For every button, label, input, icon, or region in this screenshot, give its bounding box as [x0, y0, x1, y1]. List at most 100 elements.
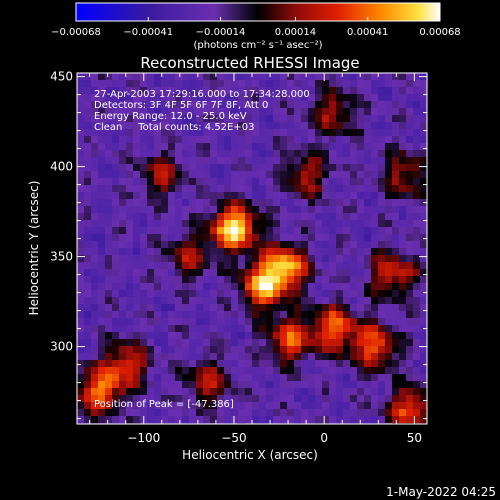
- heatmap-cell: [105, 234, 113, 242]
- heatmap-cell: [161, 248, 169, 256]
- heatmap-cell: [287, 185, 295, 193]
- heatmap-cell: [322, 122, 330, 130]
- heatmap-cell: [406, 87, 414, 95]
- heatmap-cell: [175, 262, 183, 270]
- heatmap-cell: [280, 241, 288, 249]
- heatmap-cell: [133, 416, 141, 424]
- heatmap-cell: [392, 164, 400, 172]
- heatmap-cell: [224, 297, 232, 305]
- heatmap-cell: [308, 115, 316, 123]
- heatmap-cell: [189, 325, 197, 333]
- heatmap-cell: [392, 346, 400, 354]
- heatmap-cell: [182, 332, 190, 340]
- heatmap-cell: [343, 80, 351, 88]
- heatmap-cell: [133, 255, 141, 263]
- heatmap-cell: [420, 395, 427, 403]
- heatmap-cell: [189, 360, 197, 368]
- heatmap-cell: [413, 73, 421, 81]
- heatmap-cell: [350, 150, 358, 158]
- heatmap-cell: [126, 248, 134, 256]
- heatmap-cell: [77, 108, 85, 116]
- heatmap-cell: [77, 416, 85, 424]
- heatmap-cell: [196, 171, 204, 179]
- heatmap-cell: [287, 220, 295, 228]
- heatmap-cell: [140, 164, 148, 172]
- heatmap-cell: [231, 297, 239, 305]
- heatmap-cell: [189, 304, 197, 312]
- heatmap-cell: [266, 101, 274, 109]
- heatmap-cell: [245, 73, 253, 81]
- heatmap-cell: [224, 108, 232, 116]
- heatmap-cell: [413, 381, 421, 389]
- heatmap-cell: [336, 318, 344, 326]
- heatmap-cell: [406, 367, 414, 375]
- heatmap-cell: [238, 136, 246, 144]
- heatmap-cell: [308, 381, 316, 389]
- heatmap-cell: [231, 192, 239, 200]
- heatmap-cell: [343, 269, 351, 277]
- heatmap-cell: [210, 360, 218, 368]
- heatmap-cell: [315, 241, 323, 249]
- heatmap-cell: [224, 360, 232, 368]
- heatmap-cell: [301, 164, 309, 172]
- heatmap-cell: [350, 234, 358, 242]
- heatmap-cell: [294, 402, 302, 410]
- heatmap-cell: [245, 220, 253, 228]
- heatmap-cell: [196, 367, 204, 375]
- heatmap-cell: [203, 220, 211, 228]
- heatmap-cell: [210, 185, 218, 193]
- heatmap-cell: [252, 318, 260, 326]
- heatmap-cell: [161, 262, 169, 270]
- heatmap-cell: [259, 136, 267, 144]
- heatmap-cell: [154, 171, 162, 179]
- heatmap-cell: [91, 255, 99, 263]
- heatmap-cell: [266, 206, 274, 214]
- heatmap-cell: [147, 192, 155, 200]
- heatmap-cell: [252, 150, 260, 158]
- heatmap-cell: [196, 157, 204, 165]
- heatmap-cell: [175, 290, 183, 298]
- heatmap-cell: [378, 185, 386, 193]
- heatmap-cell: [224, 325, 232, 333]
- heatmap-cell: [84, 94, 92, 102]
- heatmap-cell: [392, 297, 400, 305]
- heatmap-cell: [231, 269, 239, 277]
- heatmap-cell: [217, 276, 225, 284]
- heatmap-cell: [252, 129, 260, 137]
- heatmap-cell: [245, 206, 253, 214]
- heatmap-cell: [238, 185, 246, 193]
- heatmap-cell: [98, 248, 106, 256]
- heatmap-cell: [294, 283, 302, 291]
- heatmap-cell: [196, 108, 204, 116]
- heatmap-cell: [77, 136, 85, 144]
- heatmap-cell: [378, 227, 386, 235]
- heatmap-cell: [273, 122, 281, 130]
- heatmap-cell: [140, 269, 148, 277]
- heatmap-cell: [182, 262, 190, 270]
- heatmap-cell: [147, 234, 155, 242]
- heatmap-cell: [322, 311, 330, 319]
- heatmap-cell: [112, 178, 120, 186]
- heatmap-cell: [77, 185, 85, 193]
- heatmap-cell: [350, 346, 358, 354]
- heatmap-cell: [189, 87, 197, 95]
- heatmap-cell: [105, 353, 113, 361]
- heatmap-cell: [231, 206, 239, 214]
- heatmap-cell: [385, 276, 393, 284]
- heatmap-cell: [147, 150, 155, 158]
- heatmap-cell: [119, 241, 127, 249]
- heatmap-cell: [231, 73, 239, 81]
- heatmap-cell: [413, 297, 421, 305]
- heatmap-cell: [371, 248, 379, 256]
- heatmap-cell: [322, 164, 330, 172]
- heatmap-cell: [245, 367, 253, 375]
- heatmap-cell: [168, 206, 176, 214]
- heatmap-cell: [189, 395, 197, 403]
- heatmap-cell: [182, 171, 190, 179]
- heatmap-cell: [224, 227, 232, 235]
- heatmap-cell: [322, 234, 330, 242]
- heatmap-cell: [301, 185, 309, 193]
- heatmap-cell: [357, 192, 365, 200]
- heatmap-cell: [217, 164, 225, 172]
- heatmap-cell: [126, 388, 134, 396]
